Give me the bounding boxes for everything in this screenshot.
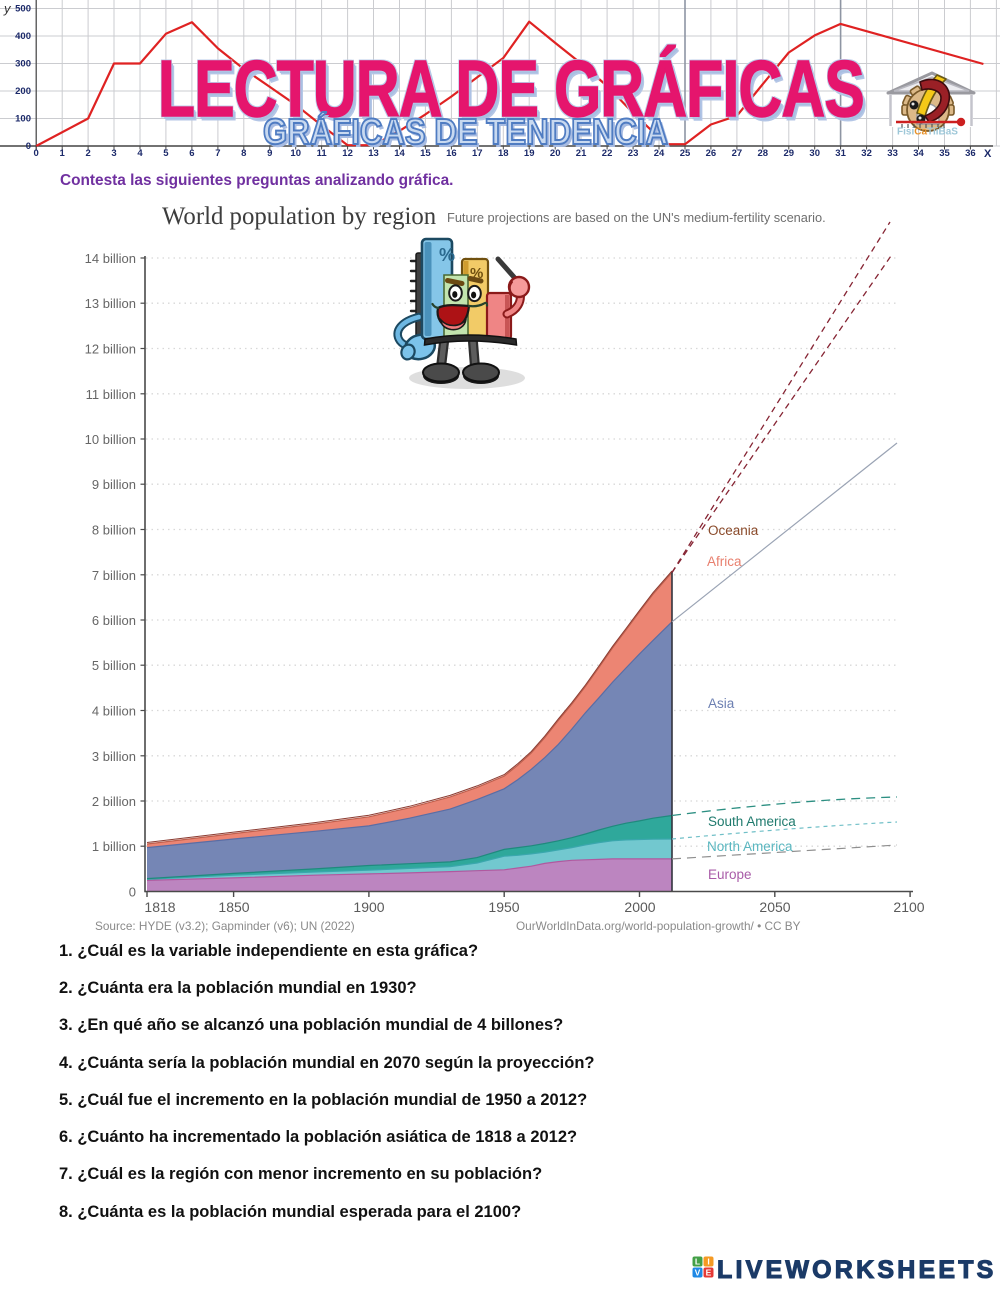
svg-text:y: y — [3, 1, 12, 16]
svg-text:OurWorldInData.org/world-popul: OurWorldInData.org/world-population-grow… — [516, 919, 801, 933]
svg-text:22: 22 — [602, 148, 613, 159]
svg-text:I: I — [707, 1257, 709, 1267]
svg-text:10 billion: 10 billion — [85, 432, 136, 447]
svg-text:7: 7 — [215, 148, 220, 159]
svg-text:FisiCaTiiBaS: FisiCaTiiBaS — [897, 127, 958, 138]
svg-text:29: 29 — [784, 148, 795, 159]
svg-text:2 billion: 2 billion — [92, 794, 136, 809]
svg-text:500: 500 — [15, 4, 31, 15]
svg-text:12 billion: 12 billion — [85, 342, 136, 357]
svg-text:35: 35 — [939, 148, 950, 159]
svg-text:4: 4 — [137, 148, 143, 159]
svg-text:1818: 1818 — [144, 899, 175, 915]
svg-text:Future projections are based o: Future projections are based on the UN's… — [447, 210, 826, 225]
svg-text:14: 14 — [394, 148, 405, 159]
svg-text:8 billion: 8 billion — [92, 523, 136, 538]
svg-text:L: L — [695, 1257, 700, 1267]
svg-text:1850: 1850 — [218, 899, 249, 915]
svg-text:9 billion: 9 billion — [92, 477, 136, 492]
svg-text:E: E — [706, 1268, 712, 1278]
svg-text:200: 200 — [15, 86, 31, 97]
svg-text:3 billion: 3 billion — [92, 749, 136, 764]
svg-text:15: 15 — [420, 148, 431, 159]
svg-text:32: 32 — [861, 148, 872, 159]
svg-text:South America: South America — [708, 814, 796, 829]
svg-text:300: 300 — [15, 59, 31, 70]
svg-text:1 billion: 1 billion — [92, 839, 136, 854]
svg-text:4 billion: 4 billion — [92, 704, 136, 719]
svg-text:26: 26 — [706, 148, 717, 159]
svg-text:23: 23 — [628, 148, 639, 159]
svg-text:16: 16 — [446, 148, 457, 159]
svg-text:17: 17 — [472, 148, 483, 159]
svg-text:2100: 2100 — [893, 899, 924, 915]
svg-text:8: 8 — [241, 148, 246, 159]
svg-text:1: 1 — [60, 148, 66, 159]
svg-text:25: 25 — [680, 148, 691, 159]
svg-text:2: 2 — [85, 148, 90, 159]
svg-text:5: 5 — [163, 148, 169, 159]
svg-text:31: 31 — [835, 148, 846, 159]
svg-text:11: 11 — [317, 148, 328, 159]
svg-text:28: 28 — [758, 148, 769, 159]
svg-text:World population by region: World population by region — [162, 203, 437, 230]
svg-text:%: % — [439, 245, 455, 265]
svg-text:5 billion: 5 billion — [92, 658, 136, 673]
svg-text:1900: 1900 — [353, 899, 384, 915]
svg-text:14 billion: 14 billion — [85, 251, 136, 266]
svg-text:21: 21 — [576, 148, 587, 159]
svg-text:27: 27 — [732, 148, 743, 159]
svg-text:13 billion: 13 billion — [85, 296, 136, 311]
svg-text:10: 10 — [290, 148, 301, 159]
svg-text:3: 3 — [111, 148, 116, 159]
svg-text:0: 0 — [26, 141, 31, 152]
svg-text:6: 6 — [189, 148, 194, 159]
svg-text:Africa: Africa — [707, 554, 742, 569]
svg-text:11 billion: 11 billion — [86, 387, 136, 402]
svg-text:Source: HYDE (v3.2); Gapminder: Source: HYDE (v3.2); Gapminder (v6); UN … — [95, 919, 355, 933]
svg-text:V: V — [695, 1268, 701, 1278]
svg-text:0: 0 — [34, 148, 39, 159]
svg-text:13: 13 — [368, 148, 379, 159]
svg-text:12: 12 — [342, 148, 353, 159]
svg-text:34: 34 — [913, 148, 924, 159]
svg-text:6 billion: 6 billion — [92, 613, 136, 628]
svg-text:0: 0 — [129, 885, 136, 900]
svg-text:2000: 2000 — [624, 899, 655, 915]
svg-text:Asia: Asia — [708, 696, 735, 711]
svg-text:X: X — [984, 148, 992, 160]
svg-text:400: 400 — [15, 31, 31, 42]
svg-text:30: 30 — [809, 148, 820, 159]
svg-text:24: 24 — [654, 148, 665, 159]
svg-text:36: 36 — [965, 148, 976, 159]
svg-text:7 billion: 7 billion — [92, 568, 136, 583]
svg-text:2050: 2050 — [759, 899, 790, 915]
svg-text:18: 18 — [498, 148, 509, 159]
svg-text:North America: North America — [707, 839, 793, 854]
svg-text:20: 20 — [550, 148, 561, 159]
svg-text:100: 100 — [15, 114, 31, 125]
svg-text:19: 19 — [524, 148, 535, 159]
svg-text:Europe: Europe — [708, 867, 752, 882]
svg-text:9: 9 — [267, 148, 272, 159]
svg-text:Oceania: Oceania — [708, 523, 759, 538]
svg-text:1950: 1950 — [488, 899, 519, 915]
svg-text:33: 33 — [887, 148, 898, 159]
